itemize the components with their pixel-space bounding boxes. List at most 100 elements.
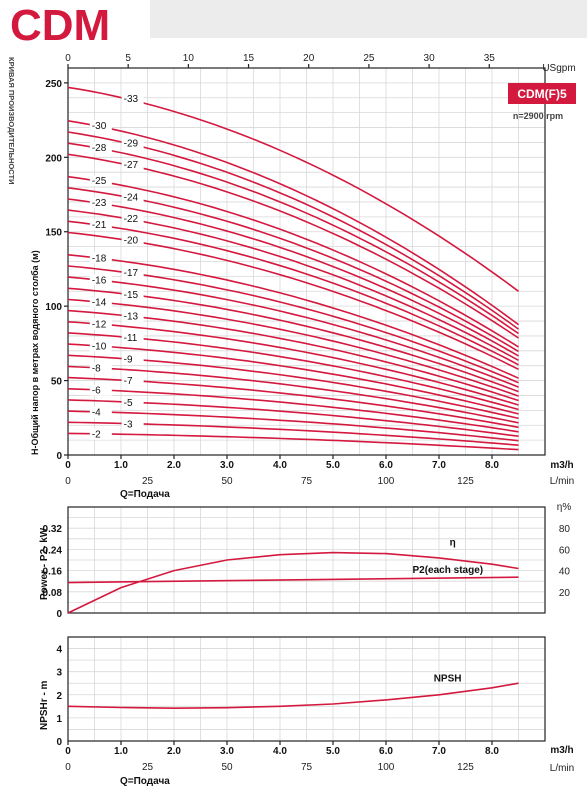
npsh-tick-label: 3 bbox=[56, 668, 62, 679]
npsh-tick-label: 4 bbox=[56, 645, 62, 656]
m3h-tick-label: 6.0 bbox=[379, 460, 393, 471]
curve-label: -11 bbox=[124, 333, 138, 344]
curve-label-bg bbox=[121, 137, 144, 149]
npsh-tick-label: 1 bbox=[56, 714, 62, 725]
npsh-tick-label: 0 bbox=[56, 737, 62, 748]
curve-label-bg bbox=[89, 296, 112, 308]
curve-label: -5 bbox=[124, 398, 133, 409]
usgpm-tick-label: 25 bbox=[363, 53, 375, 64]
lmin-unit: L/min bbox=[550, 476, 574, 487]
model-label: CDM(F)5 bbox=[517, 87, 567, 101]
efficiency-curve-label: η bbox=[450, 537, 456, 548]
npsh-lmin-tick-label: 125 bbox=[457, 762, 474, 773]
speed-label: n=2900 rpm bbox=[513, 111, 563, 121]
curve-label: -28 bbox=[92, 143, 107, 154]
curve-label-bg bbox=[121, 332, 144, 344]
power-efficiency-panel: 0 0.08 0.16 0.24 0.32 20 40 60 80 η P2(each stage) bbox=[43, 506, 571, 620]
efficiency-tick-label: 20 bbox=[559, 588, 571, 599]
curve-label-bg bbox=[89, 197, 112, 209]
curve-label-bg bbox=[121, 93, 144, 105]
curve-label: -9 bbox=[124, 355, 133, 366]
curve-label: -29 bbox=[124, 138, 139, 149]
curve-label-bg bbox=[121, 213, 144, 225]
curve-label-bg bbox=[89, 274, 112, 286]
m3h-tick-label: 5.0 bbox=[326, 460, 340, 471]
npsh-m3h-tick-label: 4.0 bbox=[273, 746, 287, 757]
curve-label: -24 bbox=[124, 193, 139, 204]
y-tick-label: 50 bbox=[51, 377, 63, 388]
curve-label-bg bbox=[89, 362, 112, 374]
curve-label: -15 bbox=[124, 290, 139, 301]
model-box bbox=[508, 83, 576, 104]
usgpm-tick-label: 20 bbox=[303, 53, 315, 64]
npsh-lmin-tick-label: 100 bbox=[378, 762, 395, 773]
y-axis-label: H-Общий напор в метрах водяного столба (… bbox=[30, 250, 40, 455]
pump-curve bbox=[67, 432, 519, 451]
curve-label: -21 bbox=[92, 220, 107, 231]
curve-label: -2 bbox=[92, 430, 101, 441]
pump-curve bbox=[67, 343, 519, 415]
npsh-m3h-tick-label: 5.0 bbox=[326, 746, 340, 757]
curve-label: -7 bbox=[124, 376, 133, 387]
pump-curve bbox=[67, 220, 519, 366]
usgpm-tick-label: 0 bbox=[65, 53, 71, 64]
curve-label: -33 bbox=[124, 94, 139, 105]
curve-label-bg bbox=[89, 318, 112, 330]
curve-label: -18 bbox=[92, 253, 107, 264]
m3h-tick-label: 0 bbox=[65, 460, 71, 471]
usgpm-tick-label: 10 bbox=[183, 53, 195, 64]
curve-label: -8 bbox=[92, 364, 101, 375]
usgpm-tick-label: 5 bbox=[125, 53, 131, 64]
power-tick-label: 0.32 bbox=[43, 524, 63, 535]
x-axis-label: Q=Подача bbox=[120, 489, 170, 500]
curve-label-bg bbox=[121, 396, 144, 408]
npsh-m3h-tick-label: 0 bbox=[65, 746, 71, 757]
lmin-tick-label: 125 bbox=[457, 476, 474, 487]
curve-label: -16 bbox=[92, 275, 107, 286]
efficiency-curve bbox=[67, 551, 519, 614]
curve-label: -17 bbox=[124, 268, 139, 279]
m3h-tick-label: 4.0 bbox=[273, 460, 287, 471]
power-tick-label: 0.16 bbox=[43, 567, 63, 578]
curve-label: -25 bbox=[92, 176, 107, 187]
curve-label: -4 bbox=[92, 408, 101, 419]
npsh-axis-label: NPSHr - m bbox=[39, 680, 50, 730]
pump-curve bbox=[67, 298, 519, 397]
curve-label-bg bbox=[89, 384, 112, 396]
power-axis-label: Power - P2- kW bbox=[39, 527, 50, 600]
curve-label: -3 bbox=[124, 419, 133, 430]
m3h-tick-label: 2.0 bbox=[167, 460, 181, 471]
npsh-lmin-tick-label: 50 bbox=[221, 762, 233, 773]
lmin-tick-label: 25 bbox=[142, 476, 154, 487]
head-capacity-panel: 0 5 10 15 20 25 30 35 0 1.0 2.0 3.0 4.0 5.0 6.0 7.0 8.0 0… bbox=[45, 53, 546, 487]
curve-label: -20 bbox=[124, 236, 139, 247]
npsh-m3h-unit: m3/h bbox=[550, 745, 573, 756]
curve-label: -14 bbox=[92, 297, 107, 308]
npsh-lmin-unit: L/min bbox=[550, 763, 574, 774]
npsh-curve bbox=[67, 682, 519, 710]
npsh-m3h-tick-label: 2.0 bbox=[167, 746, 181, 757]
lmin-tick-label: 0 bbox=[65, 476, 71, 487]
npsh-tick-label: 2 bbox=[56, 691, 62, 702]
m3h-tick-label: 7.0 bbox=[432, 460, 446, 471]
curve-label-bg bbox=[121, 375, 144, 387]
pump-curve bbox=[67, 142, 519, 335]
power-curve-label: P2(each stage) bbox=[413, 565, 484, 576]
y-tick-label: 150 bbox=[45, 228, 62, 239]
header-band bbox=[150, 0, 587, 38]
lmin-tick-label: 50 bbox=[221, 476, 233, 487]
pump-curve bbox=[67, 120, 519, 326]
pump-curve bbox=[67, 388, 519, 433]
pump-curve bbox=[67, 410, 519, 442]
npsh-m3h-tick-label: 6.0 bbox=[379, 746, 393, 757]
m3h-tick-label: 1.0 bbox=[114, 460, 128, 471]
npsh-lmin-tick-label: 75 bbox=[301, 762, 313, 773]
curve-label-bg bbox=[121, 234, 144, 246]
curve-label-bg bbox=[121, 267, 144, 279]
npsh-lmin-tick-label: 25 bbox=[142, 762, 154, 773]
side-label: КРИВАЯ ПРОИЗВОДИТЕЛЬНОСТИ bbox=[7, 57, 16, 185]
pump-curve bbox=[67, 254, 519, 379]
power-curve bbox=[67, 576, 519, 584]
lmin-tick-label: 75 bbox=[301, 476, 313, 487]
